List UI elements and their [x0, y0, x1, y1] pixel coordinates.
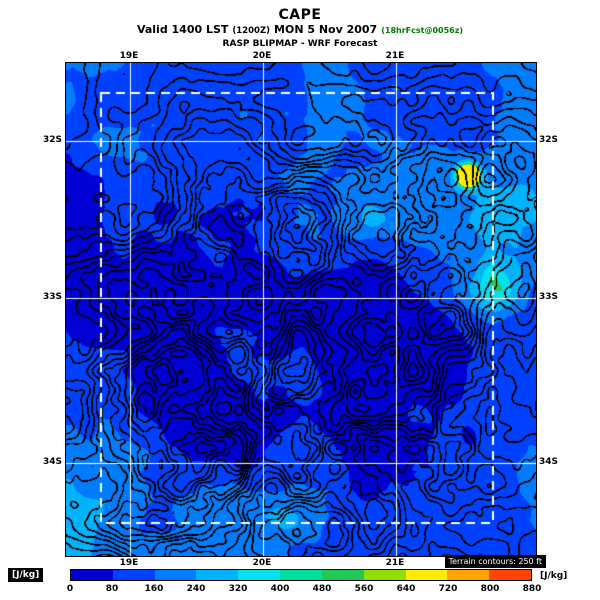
colorbar-units-left: [J/kg]: [8, 568, 44, 582]
lat-tick-label-right: 33S: [539, 292, 559, 302]
fcst-tag: (18hrFcst@0056z): [381, 26, 464, 35]
colorbar-segment: [154, 570, 197, 580]
lat-tick-label-left: 34S: [42, 457, 62, 467]
colorbar-segment: [489, 570, 531, 580]
colorbar-tick-label: 640: [396, 584, 416, 594]
colorbar-segment: [280, 570, 322, 580]
lon-tick-label-bottom: 20E: [252, 558, 272, 568]
lat-tick-label-right: 32S: [539, 135, 559, 145]
valid-zulu: (1200Z): [232, 26, 271, 36]
model-line: RASP BLIPMAP - WRF Forecast: [222, 39, 378, 49]
lon-tick-label-bottom: 19E: [119, 558, 139, 568]
valid-line: Valid 1400 LST (1200Z) MON 5 Nov 2007 (18hr…: [0, 23, 600, 36]
valid-date: MON 5 Nov 2007: [274, 23, 378, 36]
colorbar-tick-label: 240: [186, 584, 206, 594]
colorbar-tick-label: 480: [312, 584, 332, 594]
colorbar: [70, 569, 532, 581]
lon-tick-label-top: 21E: [385, 51, 405, 61]
colorbar-segment: [405, 570, 448, 580]
colorbar-segment: [71, 570, 113, 580]
colorbar-tick-label: 160: [144, 584, 164, 594]
colorbar-tick-label: 320: [228, 584, 248, 594]
lat-tick-label-left: 32S: [42, 135, 62, 145]
colorbar-tick-label: 720: [438, 584, 458, 594]
colorbar-tick-label: 880: [522, 584, 542, 594]
colorbar-units-right: [J/kg]: [540, 571, 568, 581]
map-frame: [65, 62, 537, 557]
colorbar-tick-label: 800: [480, 584, 500, 594]
colorbar-segment: [321, 570, 364, 580]
lon-tick-label-top: 19E: [119, 51, 139, 61]
colorbar-tick-label: 80: [105, 584, 119, 594]
page-title: CAPE: [278, 7, 322, 23]
colorbar-segment: [196, 570, 239, 580]
lat-tick-label-right: 34S: [539, 457, 559, 467]
lon-tick-label-top: 20E: [252, 51, 272, 61]
colorbar-segment: [238, 570, 281, 580]
lon-tick-label-bottom: 21E: [385, 558, 405, 568]
terrain-contours-note: Terrain contours: 250 ft: [444, 555, 546, 568]
colorbar-segment: [112, 570, 155, 580]
lat-tick-label-left: 33S: [42, 292, 62, 302]
colorbar-tick-label: 560: [354, 584, 374, 594]
valid-prefix: Valid 1400 LST: [136, 23, 229, 36]
colorbar-segment: [447, 570, 490, 580]
cape-map: [66, 63, 536, 556]
colorbar-tick-label: 400: [270, 584, 290, 594]
colorbar-tick-label: 0: [66, 584, 74, 594]
colorbar-segment: [363, 570, 406, 580]
